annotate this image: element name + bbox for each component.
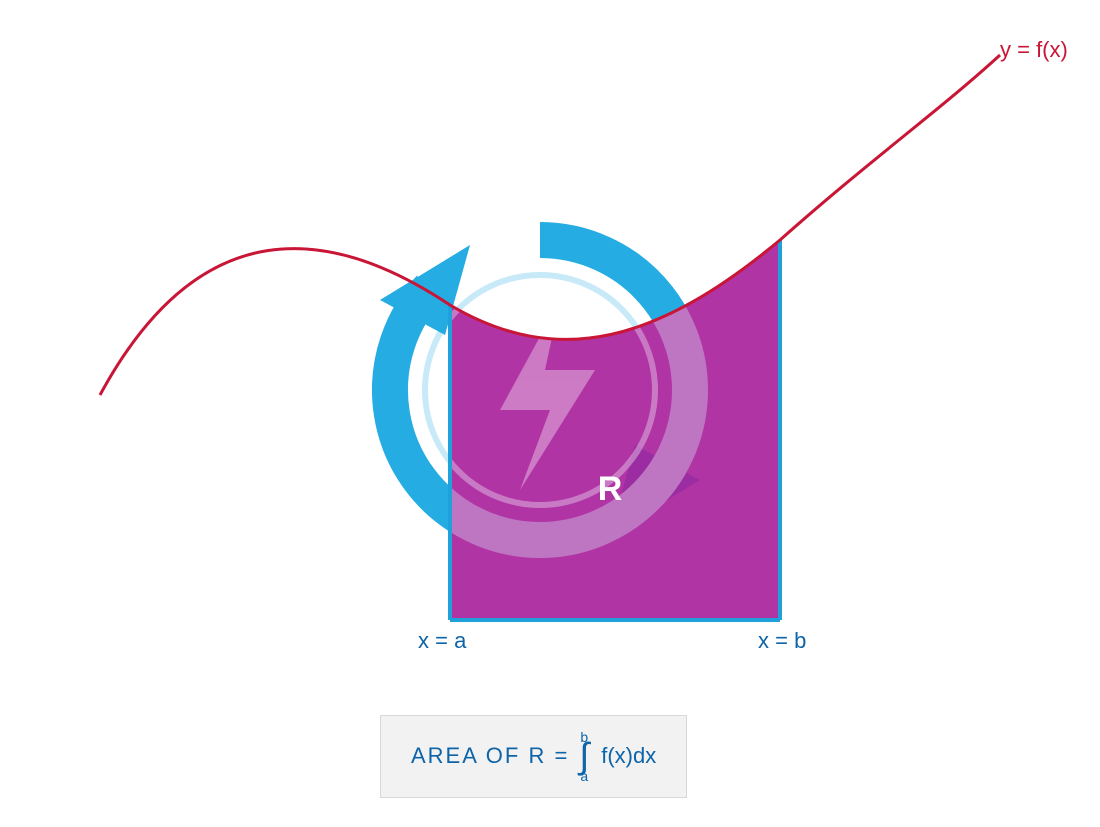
diagram-canvas: R y = f(x) x = a x = b AREA OF R = b ∫ a… — [0, 0, 1100, 827]
curve-label: y = f(x) — [1000, 37, 1068, 63]
formula-box: AREA OF R = b ∫ a f(x)dx — [380, 715, 687, 798]
watermark-logo: R — [0, 0, 1100, 827]
axis-label-left: x = a — [418, 628, 466, 654]
formula-integrand: f(x)dx — [601, 743, 656, 769]
integral-symbol: b ∫ a — [579, 730, 591, 783]
axis-label-right: x = b — [758, 628, 806, 654]
region-label: R — [598, 470, 623, 508]
function-curve — [100, 55, 1000, 395]
shaded-region — [450, 240, 780, 620]
formula-prefix: AREA OF R = — [411, 743, 569, 769]
